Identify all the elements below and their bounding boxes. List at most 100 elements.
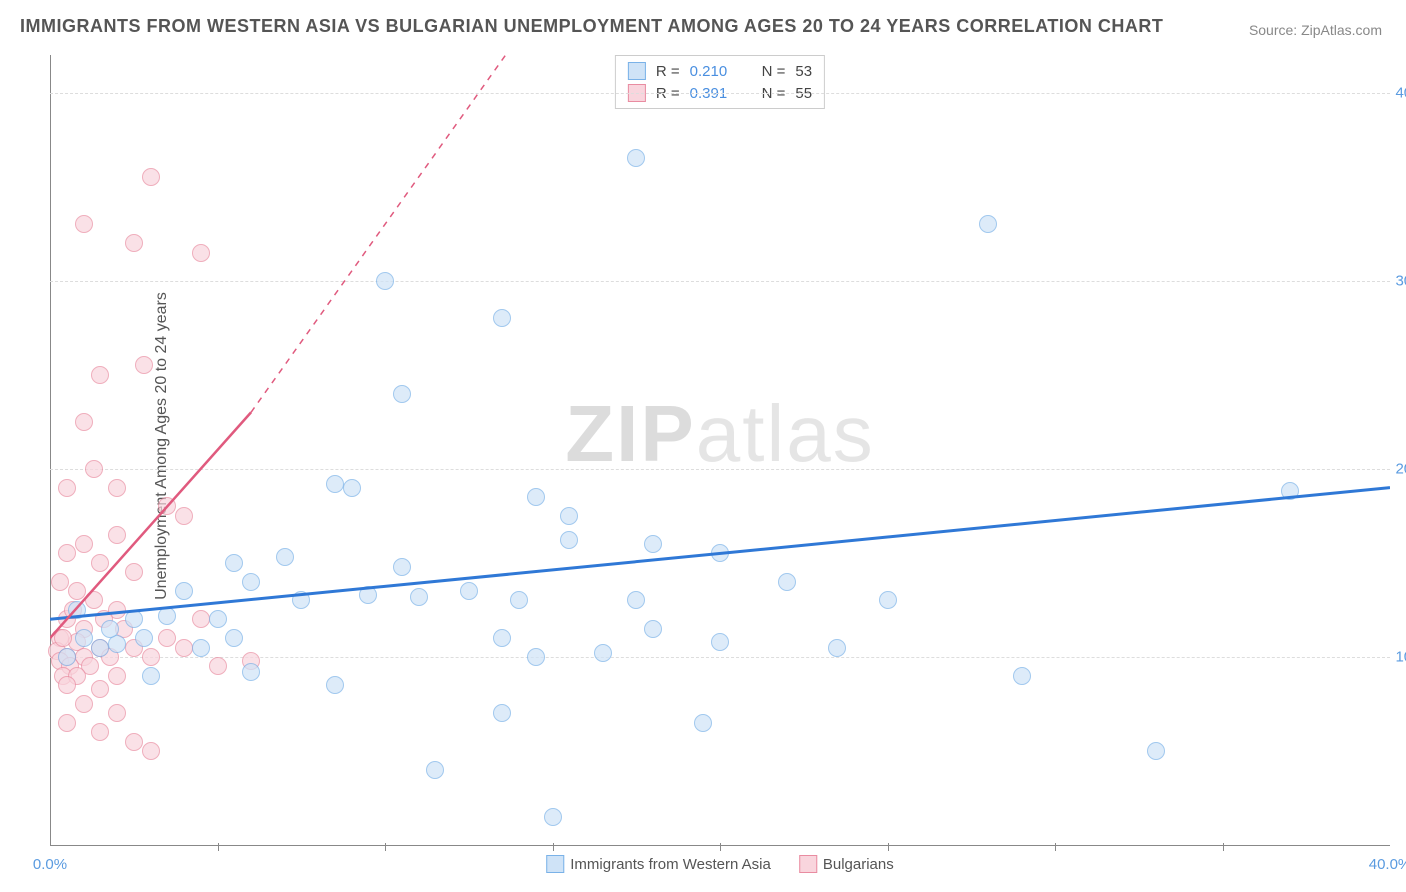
y-axis (50, 55, 51, 845)
pink-series-point (192, 244, 210, 262)
blue-series-point (594, 644, 612, 662)
blue-series-point (644, 535, 662, 553)
legend-label: Bulgarians (823, 856, 894, 873)
legend-item: Bulgarians (799, 855, 894, 873)
series-legend: Immigrants from Western Asia Bulgarians (546, 855, 894, 873)
n-value: 53 (795, 63, 812, 80)
pink-series-point (85, 460, 103, 478)
x-tick-mark (888, 843, 889, 851)
pink-series-point (125, 563, 143, 581)
pink-series-point (175, 507, 193, 525)
trend-lines (50, 55, 1390, 845)
x-tick-label: 0.0% (33, 856, 67, 873)
blue-series-point (192, 639, 210, 657)
blue-series-point (209, 610, 227, 628)
pink-series-point (58, 714, 76, 732)
pink-series-point (209, 657, 227, 675)
pink-series-point (91, 723, 109, 741)
pink-series-point (158, 629, 176, 647)
legend-item: Immigrants from Western Asia (546, 855, 771, 873)
x-tick-label: 40.0% (1369, 856, 1406, 873)
blue-series-point (393, 558, 411, 576)
r-label: R = (656, 63, 680, 80)
blue-series-point (242, 573, 260, 591)
legend-swatch (799, 855, 817, 873)
blue-series-point (694, 714, 712, 732)
pink-series-point (108, 479, 126, 497)
blue-series-point (560, 531, 578, 549)
blue-series-point (544, 808, 562, 826)
blue-series-point (101, 620, 119, 638)
gridline (50, 281, 1390, 282)
pink-series-point (91, 366, 109, 384)
blue-series-point (527, 488, 545, 506)
pink-series-point (192, 610, 210, 628)
x-tick-mark (385, 843, 386, 851)
pink-series-point (75, 535, 93, 553)
blue-series-point (510, 591, 528, 609)
source-label: Source: ZipAtlas.com (1249, 22, 1382, 38)
pink-series-point (142, 168, 160, 186)
blue-series-point (376, 272, 394, 290)
correlation-legend: R =0.210N =53R =0.391N =55 (615, 55, 825, 109)
blue-series-point (1013, 667, 1031, 685)
x-tick-mark (1055, 843, 1056, 851)
pink-series-point (68, 582, 86, 600)
blue-series-point (644, 620, 662, 638)
r-value: 0.210 (690, 63, 738, 80)
n-label: N = (762, 63, 786, 80)
blue-series-point (135, 629, 153, 647)
x-tick-mark (720, 843, 721, 851)
pink-series-point (175, 639, 193, 657)
pink-series-point (135, 356, 153, 374)
blue-series-point (225, 554, 243, 572)
blue-series-point (627, 149, 645, 167)
blue-series-point (225, 629, 243, 647)
blue-series-point (711, 544, 729, 562)
x-tick-mark (1223, 843, 1224, 851)
pink-series-point (108, 526, 126, 544)
blue-series-point (828, 639, 846, 657)
blue-series-point (242, 663, 260, 681)
blue-series-point (158, 607, 176, 625)
gridline (50, 93, 1390, 94)
blue-series-point (91, 639, 109, 657)
x-tick-mark (218, 843, 219, 851)
blue-series-point (58, 648, 76, 666)
blue-series-point (326, 475, 344, 493)
blue-series-point (75, 629, 93, 647)
blue-series-point (627, 591, 645, 609)
pink-series-point (75, 215, 93, 233)
blue-series-point (410, 588, 428, 606)
blue-series-point (527, 648, 545, 666)
blue-series-point (493, 704, 511, 722)
y-tick-label: 10.0% (1395, 648, 1406, 665)
blue-series-point (292, 591, 310, 609)
x-tick-mark (553, 843, 554, 851)
pink-series-point (91, 554, 109, 572)
pink-series-point (58, 479, 76, 497)
blue-series-point (142, 667, 160, 685)
gridline (50, 469, 1390, 470)
blue-series-point (1147, 742, 1165, 760)
pink-series-point (125, 234, 143, 252)
blue-series-point (460, 582, 478, 600)
pink-series-point (75, 413, 93, 431)
legend-label: Immigrants from Western Asia (570, 856, 771, 873)
pink-series-point (108, 704, 126, 722)
pink-series-point (158, 497, 176, 515)
blue-series-point (343, 479, 361, 497)
blue-series-point (879, 591, 897, 609)
pink-series-point (142, 648, 160, 666)
blue-series-point (326, 676, 344, 694)
legend-swatch (546, 855, 564, 873)
pink-series-point (142, 742, 160, 760)
blue-series-point (493, 629, 511, 647)
y-tick-label: 20.0% (1395, 460, 1406, 477)
pink-series-point (58, 676, 76, 694)
blue-series-point (1281, 482, 1299, 500)
pink-series-point (75, 695, 93, 713)
blue-series-point (426, 761, 444, 779)
legend-swatch (628, 62, 646, 80)
blue-series-point (979, 215, 997, 233)
